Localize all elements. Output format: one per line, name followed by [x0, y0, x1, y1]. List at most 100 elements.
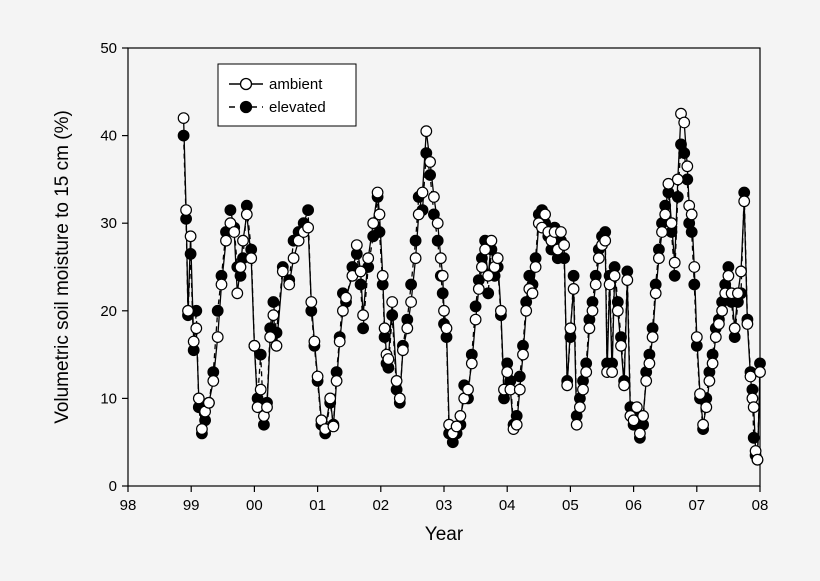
data-point-ambient [393, 392, 406, 405]
data-point-ambient [697, 418, 709, 431]
data-point-ambient [195, 423, 208, 436]
data-point-ambient [728, 322, 741, 335]
data-point-elevated [357, 322, 370, 335]
data-point-ambient [630, 401, 643, 414]
data-point-ambient [722, 269, 735, 282]
data-point-ambient [416, 186, 429, 199]
data-point-ambient [606, 366, 618, 379]
x-tick-label: 03 [436, 497, 453, 514]
data-point-ambient [754, 366, 766, 379]
data-point-ambient [308, 335, 321, 348]
y-tick-label: 20 [100, 303, 117, 320]
data-point-ambient [599, 234, 612, 247]
y-tick-label: 30 [100, 215, 117, 232]
data-point-elevated [267, 296, 280, 308]
data-point-ambient [520, 304, 533, 317]
data-point-ambient [192, 392, 205, 405]
data-point-ambient [592, 252, 605, 265]
data-point-elevated [747, 431, 760, 444]
x-tick-label: 07 [688, 497, 705, 514]
x-axis: 98 99 00 01 02 03 04 05 06 07 08 [120, 486, 768, 514]
data-point-ambient [424, 155, 437, 168]
data-point-elevated [678, 147, 691, 160]
x-axis-title: Year [425, 524, 464, 545]
data-point-ambient [615, 339, 627, 352]
legend-box [217, 63, 357, 127]
data-point-ambient [558, 239, 570, 252]
data-point-ambient [656, 226, 668, 238]
data-point-ambient [681, 160, 694, 173]
data-point-ambient [382, 353, 395, 365]
data-point-ambient [741, 318, 754, 330]
x-tick-label: 02 [372, 497, 389, 514]
data-point-ambient [485, 234, 498, 247]
data-point-ambient [267, 309, 280, 322]
data-point-ambient [254, 383, 267, 396]
data-point-ambient [333, 335, 346, 348]
data-point-ambient [706, 357, 719, 370]
data-point-ambient [517, 348, 529, 361]
data-point-elevated [482, 287, 495, 300]
data-point-ambient [337, 304, 349, 317]
x-tick-label: 98 [120, 497, 137, 514]
data-point-ambient [577, 383, 589, 396]
data-point-ambient [420, 125, 433, 138]
data-point-ambient [386, 296, 399, 308]
data-point-ambient [378, 322, 391, 335]
data-point-ambient [747, 401, 760, 414]
data-point-ambient [690, 331, 703, 344]
data-point-ambient [292, 234, 305, 247]
data-point-ambient [409, 252, 422, 265]
data-point-ambient [482, 269, 495, 282]
data-point-ambient [283, 278, 296, 291]
data-point-ambient [184, 230, 197, 243]
data-point-ambient [586, 304, 599, 317]
data-point-ambient [510, 418, 523, 431]
data-point-ambient [248, 339, 261, 352]
data-point-ambient [287, 252, 300, 265]
data-point-elevated [302, 204, 315, 217]
data-point-ambient [671, 173, 684, 186]
data-point-ambient [357, 309, 370, 322]
data-point-ambient [220, 234, 232, 247]
data-point-ambient [662, 177, 675, 190]
data-point-ambient [436, 269, 449, 282]
data-point-ambient [637, 410, 649, 422]
data-point-ambient [237, 234, 249, 247]
data-point-ambient [501, 366, 514, 379]
y-axis-title: Volumetric soil moisture to 15 cm (%) [52, 110, 73, 424]
data-point-elevated [409, 234, 422, 247]
data-point-ambient [646, 331, 659, 344]
x-tick-label: 00 [246, 497, 263, 514]
data-point-ambient [311, 370, 324, 383]
data-point-ambient [703, 375, 716, 387]
data-point-ambient [211, 331, 224, 344]
data-point-ambient [567, 283, 580, 295]
data-point-ambient [405, 296, 418, 308]
data-point-ambient [350, 239, 363, 252]
data-point-ambient [264, 331, 277, 344]
data-point-ambient [580, 366, 593, 379]
data-point-ambient [305, 296, 318, 308]
y-tick-label: 10 [100, 390, 117, 407]
data-point-ambient [668, 256, 681, 269]
data-point-ambient [428, 190, 440, 203]
data-point-ambient [491, 252, 504, 265]
data-point-ambient [495, 304, 507, 317]
data-point-ambient [574, 401, 586, 414]
data-point-ambient [187, 335, 200, 348]
data-point-ambient [245, 252, 258, 265]
data-point-ambient [462, 383, 474, 396]
data-point-ambient [735, 265, 747, 278]
data-point-ambient [324, 392, 337, 405]
data-point-ambient [583, 322, 596, 335]
data-point-ambient [431, 217, 444, 230]
data-point-ambient [270, 339, 283, 352]
data-point-ambient [207, 375, 220, 387]
series-layer [177, 107, 766, 466]
data-point-ambient [450, 420, 463, 433]
data-point-elevated [685, 226, 698, 238]
legend: ambient elevated [217, 63, 357, 127]
data-point-ambient [330, 375, 343, 387]
